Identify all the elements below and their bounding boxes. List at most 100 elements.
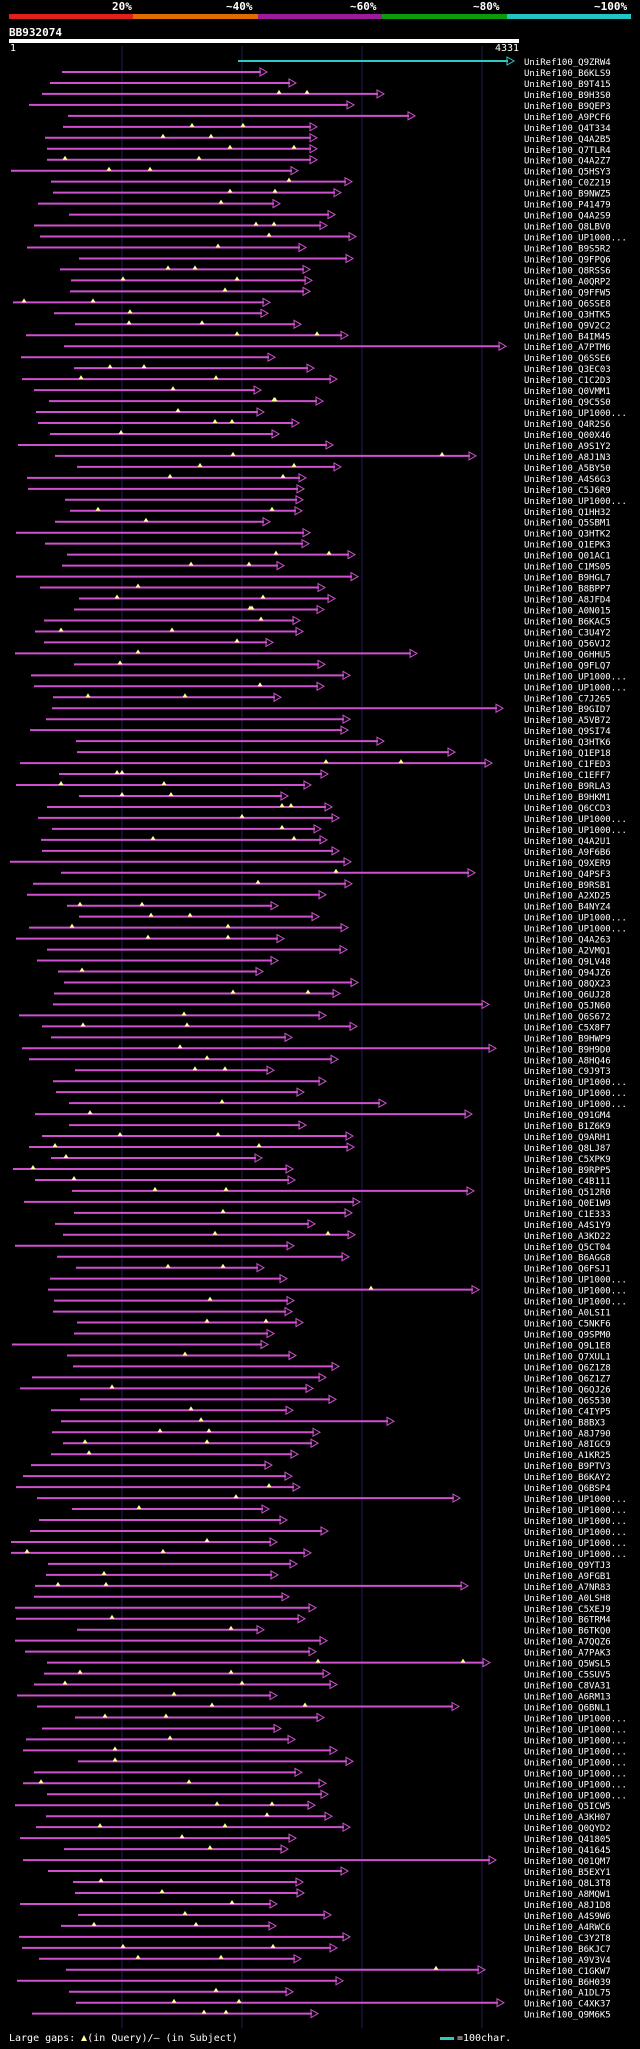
hit-label[interactable]: UniRef100_A8J790 xyxy=(524,1429,611,1439)
hit-row[interactable]: UniRef100_Q9XER9 xyxy=(10,856,611,869)
hit-row[interactable]: UniRef100_A4S1Y9 xyxy=(55,1218,611,1231)
hit-label[interactable]: UniRef100_B9QEP3 xyxy=(524,102,611,112)
hit-row[interactable]: UniRef100_C5J6R9 xyxy=(28,483,611,496)
hit-row[interactable]: UniRef100_A9S1Y2 xyxy=(18,440,611,452)
hit-label[interactable]: UniRef100_Q6HHU5 xyxy=(524,650,611,660)
hit-row[interactable]: UniRef100_UP1000... xyxy=(50,1273,627,1286)
hit-label[interactable]: UniRef100_UP1000... xyxy=(524,1276,627,1286)
hit-row[interactable]: UniRef100_Q9C5S0 xyxy=(49,396,611,408)
hit-row[interactable]: UniRef100_A2VMQ1 xyxy=(47,944,611,957)
hit-label[interactable]: UniRef100_UP1000... xyxy=(524,1287,627,1297)
hit-label[interactable]: UniRef100_Q5SBM1 xyxy=(524,519,611,529)
hit-label[interactable]: UniRef100_Q9ARH1 xyxy=(524,1133,611,1143)
hit-row[interactable]: UniRef100_UP1000... xyxy=(42,1723,627,1735)
hit-label[interactable]: UniRef100_Q512R0 xyxy=(524,1188,611,1198)
hit-row[interactable]: UniRef100_Q3HTK2 xyxy=(16,527,611,540)
hit-row[interactable]: UniRef100_A7PAK3 xyxy=(25,1646,611,1659)
hit-row[interactable]: UniRef100_Q5ICW5 xyxy=(15,1800,611,1812)
hit-label[interactable]: UniRef100_A6RM13 xyxy=(524,1693,611,1703)
hit-row[interactable]: UniRef100_B6KJC7 xyxy=(22,1942,611,1955)
hit-row[interactable]: UniRef100_Q9ZRW4 xyxy=(238,56,611,68)
hit-row[interactable]: UniRef100_Q4A2S9 xyxy=(69,209,611,222)
hit-label[interactable]: UniRef100_A8HQ46 xyxy=(524,1056,611,1066)
hit-row[interactable]: UniRef100_C1C2D3 xyxy=(22,374,611,386)
hit-label[interactable]: UniRef100_C9J9T3 xyxy=(524,1067,611,1077)
hit-row[interactable]: UniRef100_Q9V2C2 xyxy=(75,319,611,331)
hit-row[interactable]: UniRef100_Q5JN60 xyxy=(53,999,611,1011)
hit-label[interactable]: UniRef100_Q3EC03 xyxy=(524,365,611,375)
hit-label[interactable]: UniRef100_A7PAK3 xyxy=(524,1649,611,1659)
hit-label[interactable]: UniRef100_UP1000... xyxy=(524,1506,627,1516)
hit-label[interactable]: UniRef100_Q9V2C2 xyxy=(524,321,611,331)
hit-row[interactable]: UniRef100_C1E333 xyxy=(74,1207,611,1220)
hit-label[interactable]: UniRef100_Q56VJ2 xyxy=(524,639,611,649)
hit-row[interactable]: UniRef100_Q6HHU5 xyxy=(15,648,611,660)
hit-row[interactable]: UniRef100_Q9M6K5 xyxy=(32,2008,611,2021)
hit-row[interactable]: UniRef100_B9H9D0 xyxy=(22,1043,611,1055)
hit-label[interactable]: UniRef100_A4S6G3 xyxy=(524,475,611,485)
hit-label[interactable]: UniRef100_Q6QJ26 xyxy=(524,1385,611,1395)
hit-row[interactable]: UniRef100_Q8LJ87 xyxy=(29,1142,611,1154)
hit-row[interactable]: UniRef100_Q6FSJ1 xyxy=(76,1262,611,1275)
hit-label[interactable]: UniRef100_UP1000... xyxy=(524,1791,627,1801)
hit-label[interactable]: UniRef100_Q6BNL1 xyxy=(524,1704,611,1714)
hit-label[interactable]: UniRef100_Q5ICW5 xyxy=(524,1802,611,1812)
hit-label[interactable]: UniRef100_C5XPK9 xyxy=(524,1155,611,1165)
hit-row[interactable]: UniRef100_A3KH07 xyxy=(46,1811,611,1823)
hit-row[interactable]: UniRef100_Q6BNL1 xyxy=(37,1701,611,1714)
hit-label[interactable]: UniRef100_Q3HTK5 xyxy=(524,310,611,320)
hit-label[interactable]: UniRef100_Q3HTK6 xyxy=(524,738,611,748)
hit-row[interactable]: UniRef100_Q6Z1Z8 xyxy=(73,1361,611,1373)
hit-row[interactable]: UniRef100_C4XK37 xyxy=(76,1997,611,2010)
hit-label[interactable]: UniRef100_Q0VMM1 xyxy=(524,387,611,397)
hit-label[interactable]: UniRef100_A5BY50 xyxy=(524,464,611,474)
hit-label[interactable]: UniRef100_Q00X46 xyxy=(524,431,611,441)
hit-row[interactable]: UniRef100_Q6BSP4 xyxy=(16,1482,611,1494)
hit-row[interactable]: UniRef100_A9FGB1 xyxy=(46,1569,611,1582)
hit-label[interactable]: UniRef100_B6KJC7 xyxy=(524,1945,611,1955)
hit-label[interactable]: UniRef100_P41479 xyxy=(524,201,611,211)
hit-row[interactable]: UniRef100_Q01QM7 xyxy=(23,1855,611,1867)
hit-label[interactable]: UniRef100_A9V3V4 xyxy=(524,1956,611,1966)
hit-row[interactable]: UniRef100_Q3HTK6 xyxy=(76,736,611,748)
hit-label[interactable]: UniRef100_A8IGC9 xyxy=(524,1440,611,1450)
hit-row[interactable]: UniRef100_Q4A2B5 xyxy=(45,132,611,145)
hit-label[interactable]: UniRef100_UP1000... xyxy=(524,409,627,419)
hit-row[interactable]: UniRef100_A4RWC6 xyxy=(61,1921,611,1933)
hit-label[interactable]: UniRef100_Q0QYD2 xyxy=(524,1824,611,1834)
hit-label[interactable]: UniRef100_UP1000... xyxy=(524,1517,627,1527)
hit-row[interactable]: UniRef100_Q9YTJ3 xyxy=(48,1559,611,1571)
hit-label[interactable]: UniRef100_Q9FPQ6 xyxy=(524,255,611,265)
hit-row[interactable]: UniRef100_Q6CCD3 xyxy=(47,802,611,814)
hit-label[interactable]: UniRef100_C5SUV5 xyxy=(524,1671,611,1681)
hit-row[interactable]: UniRef100_Q9SI74 xyxy=(30,725,611,737)
hit-row[interactable]: UniRef100_B9HKM1 xyxy=(79,791,611,803)
hit-row[interactable]: UniRef100_B5EXY1 xyxy=(48,1866,611,1878)
hit-label[interactable]: UniRef100_B6KAC5 xyxy=(524,617,611,627)
hit-row[interactable]: UniRef100_Q4A2Z7 xyxy=(47,154,611,167)
hit-row[interactable]: UniRef100_Q3EC03 xyxy=(74,363,611,375)
hit-label[interactable]: UniRef100_Q1HH32 xyxy=(524,508,611,518)
hit-row[interactable]: UniRef100_C1MS05 xyxy=(62,560,611,573)
hit-row[interactable]: UniRef100_Q9LV48 xyxy=(37,955,611,968)
hit-row[interactable]: UniRef100_C1GKW7 xyxy=(66,1964,611,1977)
hit-label[interactable]: UniRef100_Q9C5S0 xyxy=(524,398,611,408)
hit-row[interactable]: UniRef100_Q5HSY3 xyxy=(11,165,611,178)
hit-label[interactable]: UniRef100_UP1000... xyxy=(524,234,627,244)
hit-row[interactable]: UniRef100_UP1000... xyxy=(79,911,627,924)
hit-row[interactable]: UniRef100_UP1000... xyxy=(31,670,627,682)
hit-label[interactable]: UniRef100_A7PTM6 xyxy=(524,343,611,353)
hit-label[interactable]: UniRef100_UP1000... xyxy=(524,1758,627,1768)
hit-label[interactable]: UniRef100_UP1000... xyxy=(524,1714,627,1724)
hit-label[interactable]: UniRef100_B6TRM4 xyxy=(524,1616,611,1626)
hit-row[interactable]: UniRef100_A0LSH8 xyxy=(34,1591,611,1604)
hit-label[interactable]: UniRef100_UP1000... xyxy=(524,925,627,935)
hit-label[interactable]: UniRef100_B8BX3 xyxy=(524,1418,605,1428)
hit-row[interactable]: UniRef100_Q41645 xyxy=(64,1844,611,1856)
hit-row[interactable]: UniRef100_A6RM13 xyxy=(17,1690,611,1703)
hit-row[interactable]: UniRef100_B6KAC5 xyxy=(44,615,611,627)
hit-row[interactable]: UniRef100_C5SUV5 xyxy=(44,1668,611,1681)
hit-label[interactable]: UniRef100_UP1000... xyxy=(524,497,627,507)
hit-row[interactable]: UniRef100_UP1000... xyxy=(47,1789,627,1801)
hit-label[interactable]: UniRef100_A0LSH8 xyxy=(524,1594,611,1604)
